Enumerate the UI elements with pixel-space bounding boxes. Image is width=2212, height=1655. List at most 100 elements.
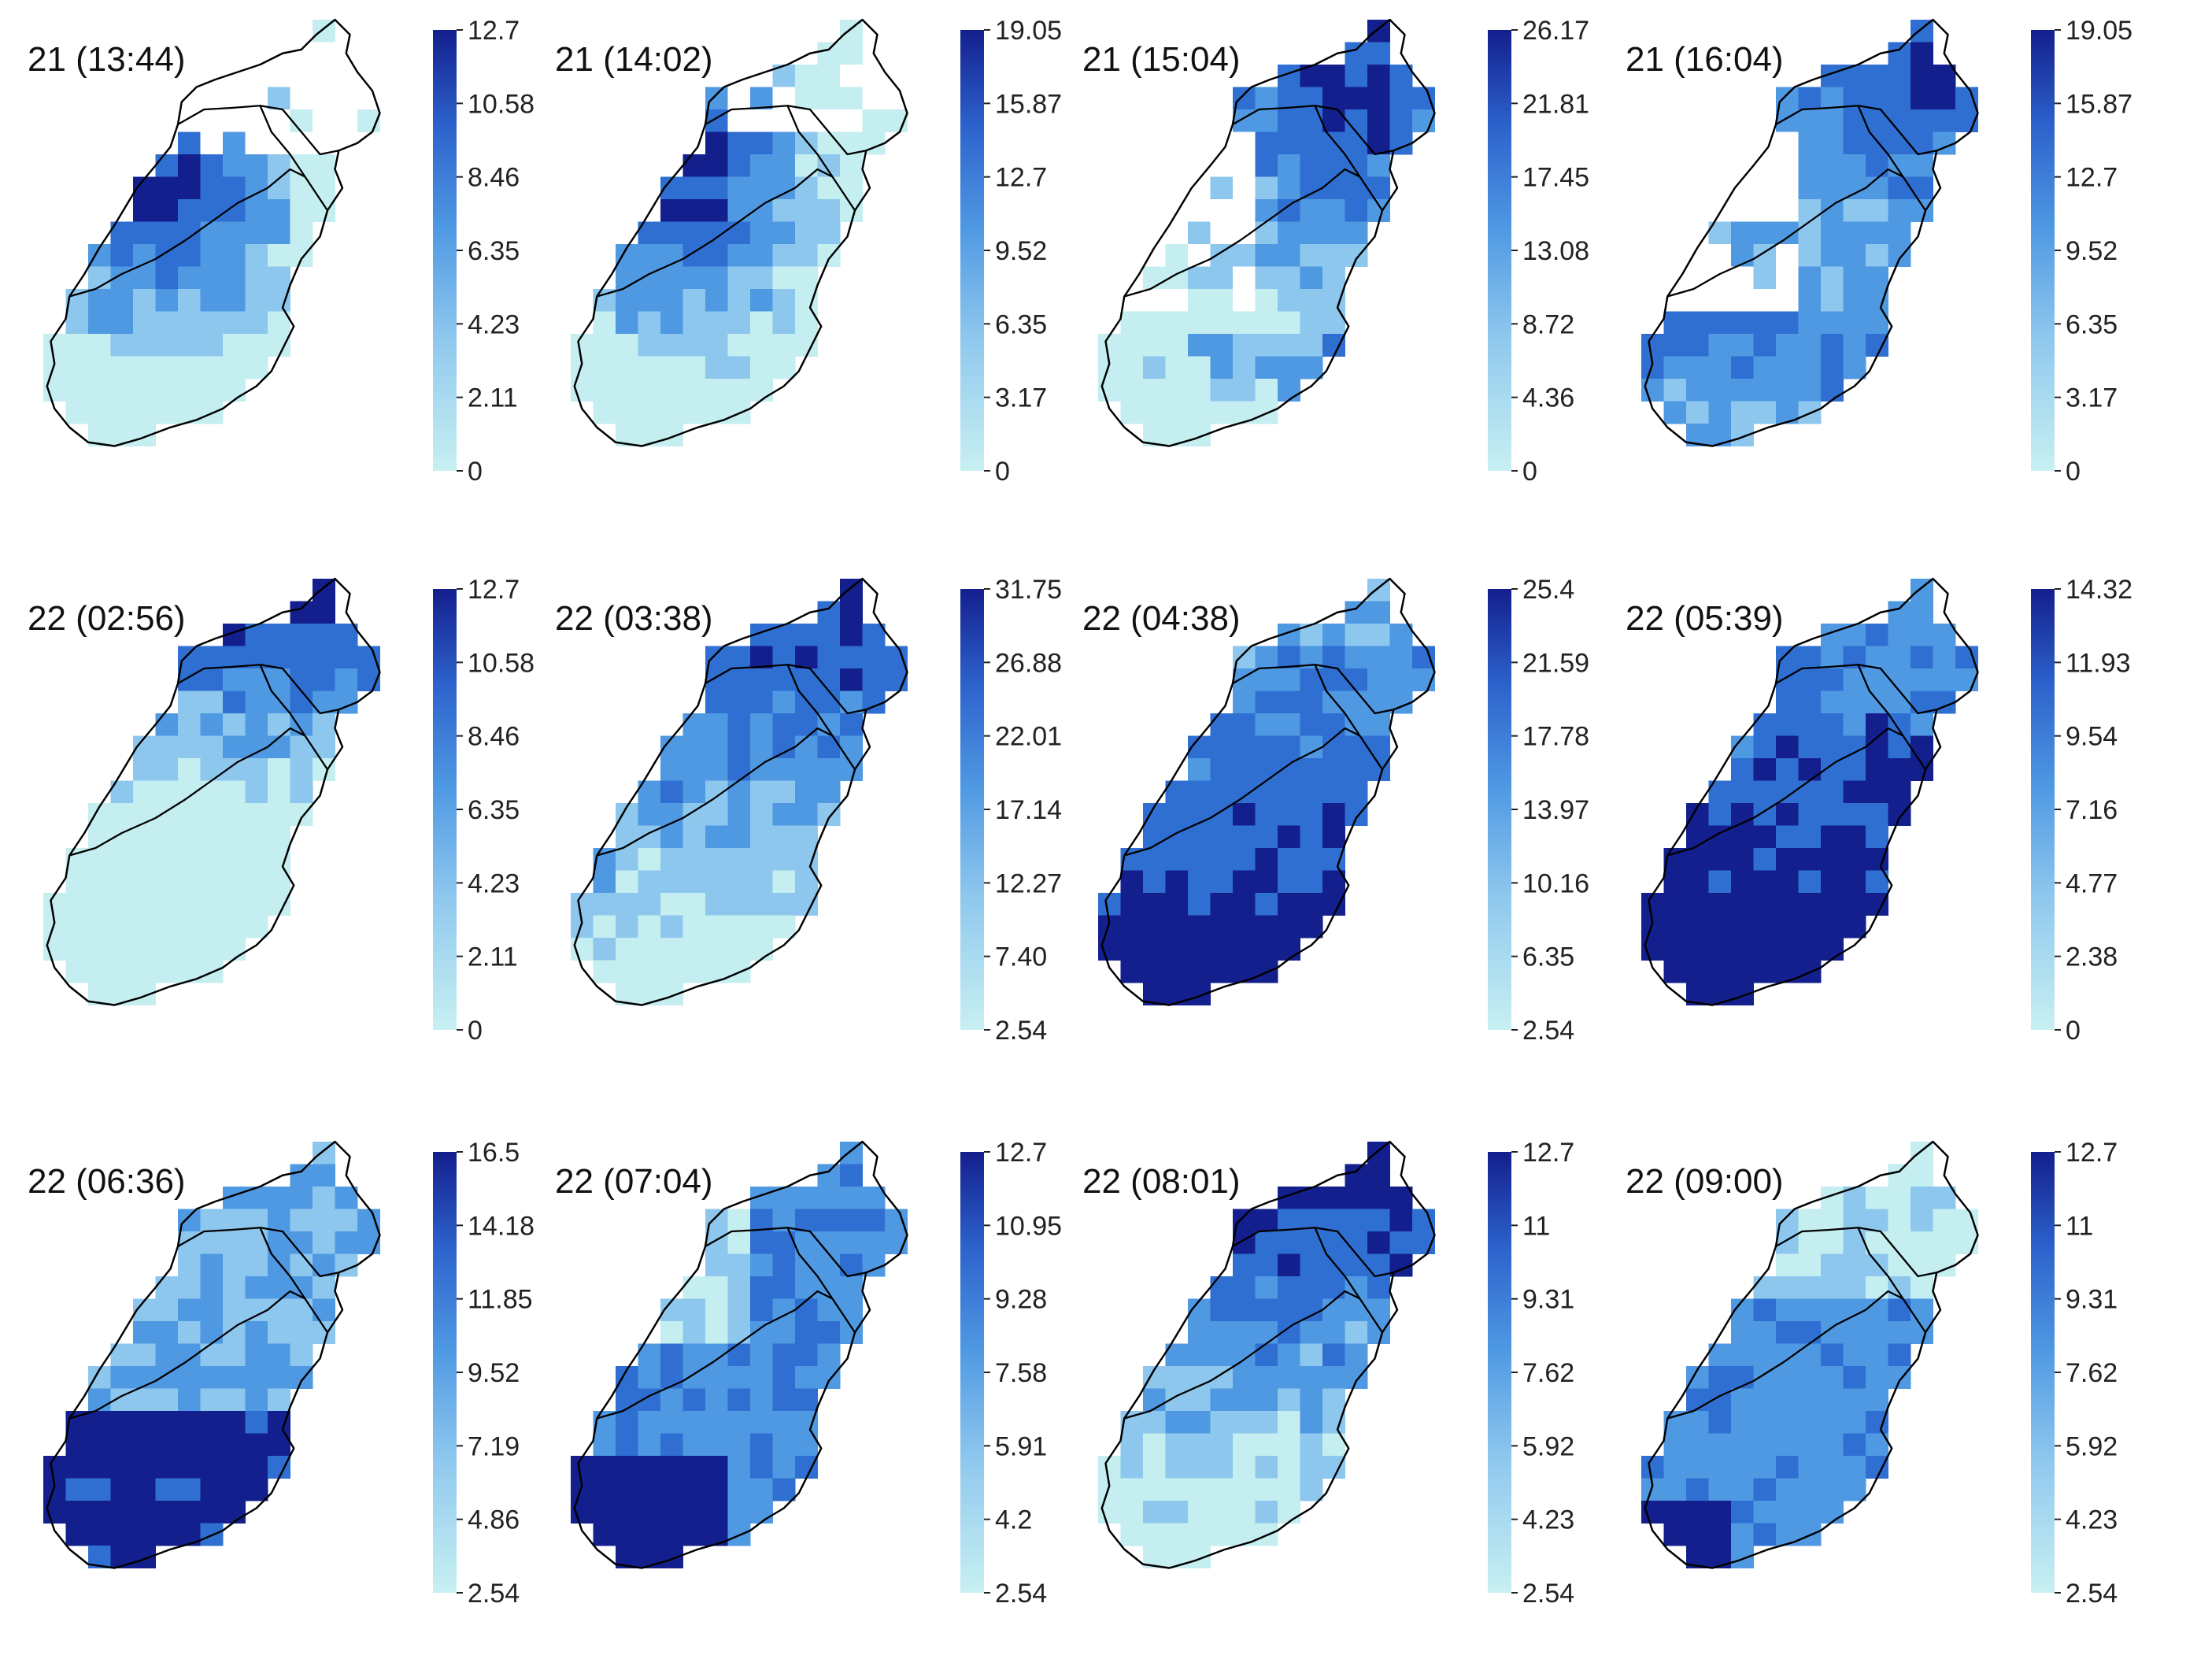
- rain-cell: [155, 1478, 179, 1501]
- rain-cell: [1776, 199, 1800, 223]
- scale-tick-label: 3.17: [995, 383, 1047, 413]
- rain-cell: [223, 109, 246, 133]
- rain-cell: [1911, 646, 1934, 669]
- rain-cell: [638, 893, 661, 916]
- rain-cell: [705, 758, 729, 782]
- rain-cell: [705, 379, 729, 402]
- rain-cell: [1367, 176, 1391, 200]
- scale-tick-label: 7.62: [2066, 1358, 2118, 1388]
- rain-cell: [290, 109, 313, 133]
- rain-cell: [1866, 780, 1889, 804]
- rain-cell: [1888, 1343, 1911, 1367]
- rain-cell: [1753, 780, 1777, 804]
- rain-cell: [1367, 1209, 1391, 1232]
- rain-cell: [750, 379, 774, 402]
- rain-cell: [313, 735, 336, 759]
- rain-cell: [200, 1321, 224, 1345]
- rain-cell: [1255, 1411, 1278, 1435]
- rain-cell: [705, 893, 729, 916]
- rain-cell: [795, 893, 819, 916]
- rain-cell: [817, 780, 841, 804]
- rain-cell: [245, 915, 268, 939]
- catchment-boundary: [46, 1140, 381, 1569]
- rain-cell: [245, 176, 268, 200]
- rain-cell: [1165, 1523, 1189, 1546]
- rain-cell: [110, 1456, 134, 1479]
- rain-cell: [593, 893, 616, 916]
- subbasin-boundary: [596, 168, 834, 298]
- rain-cell: [1345, 1343, 1368, 1367]
- rain-cell: [1843, 1231, 1866, 1255]
- rain-cell: [727, 131, 751, 155]
- rain-cell: [1776, 713, 1800, 737]
- rain-cell: [1821, 1501, 1844, 1524]
- rain-cell: [772, 1366, 796, 1390]
- rain-cell: [817, 691, 841, 714]
- rain-cell: [1143, 848, 1167, 872]
- rain-cell: [1798, 154, 1822, 178]
- rain-cell: [178, 176, 202, 200]
- subbasin-boundary: [1775, 105, 1937, 156]
- rain-cell: [1322, 244, 1346, 268]
- rain-cell: [750, 938, 774, 961]
- rain-cell: [616, 311, 639, 335]
- rain-cell: [1389, 65, 1413, 88]
- rain-cell: [1708, 1478, 1732, 1501]
- rain-cell: [1776, 735, 1800, 759]
- rain-cell: [65, 1501, 89, 1524]
- rain-cell: [335, 65, 358, 88]
- rain-cell: [313, 109, 336, 133]
- rain-cell: [660, 1433, 684, 1457]
- panel-title: 21 (16:04): [1626, 40, 1784, 79]
- rain-cell: [682, 713, 706, 737]
- rain-cell: [178, 938, 202, 961]
- rain-cell: [178, 334, 202, 357]
- scale-tick-label: 10.95: [995, 1211, 1062, 1241]
- rain-cell: [1843, 1411, 1866, 1435]
- rain-cell: [772, 1276, 796, 1300]
- rain-cell: [313, 65, 336, 88]
- rain-cell: [43, 334, 67, 357]
- rain-cell: [200, 1456, 224, 1479]
- rain-cell: [1255, 154, 1278, 178]
- rain-cell: [110, 848, 134, 872]
- rain-cell: [1821, 221, 1844, 245]
- rain-cell: [223, 1388, 246, 1412]
- rain-cell: [795, 334, 819, 357]
- rain-cell: [1843, 870, 1866, 894]
- rain-cell: [750, 87, 774, 110]
- rain-cell: [772, 1298, 796, 1322]
- rain-cell: [727, 1231, 751, 1255]
- rain-cell: [268, 646, 291, 669]
- rain-cell: [1753, 1276, 1777, 1300]
- rain-cell: [245, 1231, 268, 1255]
- rain-cell: [245, 1433, 268, 1457]
- rain-cell: [1322, 1343, 1346, 1367]
- rain-cell: [840, 624, 864, 647]
- rain-cell: [705, 266, 729, 290]
- rain-cell: [1686, 1456, 1710, 1479]
- rain-cell: [1731, 848, 1755, 872]
- rain-cell: [1389, 1209, 1413, 1232]
- rain-cell: [335, 624, 358, 647]
- rain-cell: [268, 65, 291, 88]
- rain-cell: [727, 1433, 751, 1457]
- rain-cell: [1345, 244, 1368, 268]
- rain-cell: [727, 1321, 751, 1345]
- rain-cell: [638, 289, 661, 313]
- rain-cell: [268, 1456, 291, 1479]
- rain-cell: [1255, 1321, 1278, 1345]
- scale-tick-label: 11: [2066, 1211, 2093, 1241]
- rain-cell: [1821, 1209, 1844, 1232]
- rain-cell: [682, 356, 706, 380]
- rain-cell: [1663, 356, 1687, 380]
- rain-cell: [840, 65, 864, 88]
- rain-cell: [1389, 1231, 1413, 1255]
- rain-cell: [245, 334, 268, 357]
- subbasin-boundary: [1857, 1227, 1926, 1333]
- rain-cell: [1641, 379, 1665, 402]
- rain-cell: [1821, 938, 1844, 961]
- rain-cell: [223, 289, 246, 313]
- rain-cell: [727, 938, 751, 961]
- rain-cell: [1188, 1433, 1211, 1457]
